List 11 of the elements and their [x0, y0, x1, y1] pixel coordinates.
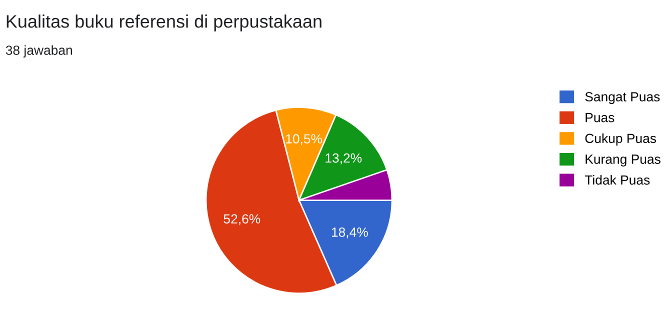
data-label: 18,4% — [332, 227, 368, 238]
chart-title: Kualitas buku referensi di perpustakaan — [6, 14, 322, 32]
data-label: 13,2% — [326, 153, 362, 164]
legend-label: Sangat Puas — [585, 92, 660, 104]
data-label: 10,5% — [286, 134, 322, 146]
legend-label: Cukup Puas — [585, 133, 656, 146]
legend-label: Tidak Puas — [584, 174, 650, 185]
legend-label: Kurang Puas — [586, 154, 660, 166]
legend-label: Puas — [586, 113, 614, 122]
data-label: 52,6% — [224, 214, 260, 226]
text: 38 jawaban — [6, 45, 72, 58]
